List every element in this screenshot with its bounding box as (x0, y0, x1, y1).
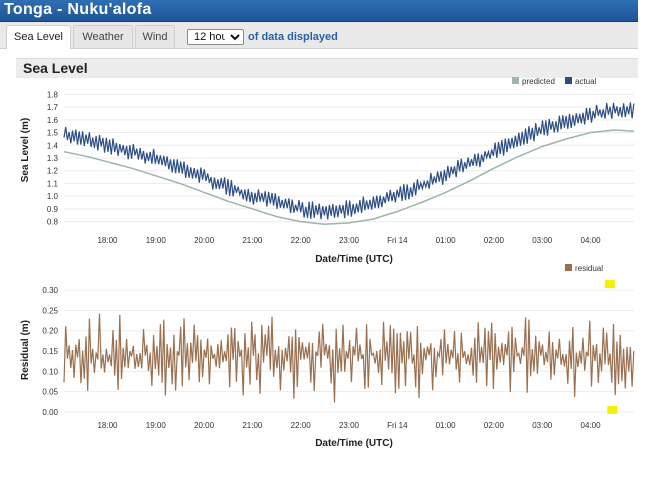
y-tick-label: 1.6 (47, 116, 59, 125)
y-tick-label: 0.9 (47, 205, 59, 214)
legend-actual-swatch (565, 77, 572, 84)
y-tick-label: 0.00 (42, 408, 58, 417)
predicted-series-line (63, 129, 635, 225)
y-tick-label: 1.2 (47, 167, 59, 176)
y-tick-label: 1.8 (47, 90, 59, 99)
x-tick-label: 23:00 (339, 236, 360, 245)
legend-actual-label: actual (575, 77, 597, 86)
residual-x-ticks: 18:00 19:00 20:00 21:00 22:00 23:00 Fri 14 01:0… (97, 421, 601, 430)
y-tick-label: 0.25 (42, 306, 58, 315)
sea-level-chart: 0.80.91.01.11.21.31.41.51.61.71.8 18:00 1… (20, 77, 635, 265)
tab-row: Sea Level Weather Wind (0, 22, 638, 49)
sea-level-y-axis-title: Sea Level (m) (20, 118, 31, 182)
hours-suffix-label: of data displayed (248, 31, 338, 43)
actual-series-line (63, 102, 635, 220)
y-tick-label: 0.20 (42, 327, 58, 336)
x-tick-label: 21:00 (242, 236, 263, 245)
residual-series-line (63, 313, 635, 403)
legend-residual-swatch (565, 264, 572, 271)
x-tick-label: 22:00 (291, 236, 312, 245)
y-tick-label: 0.10 (42, 367, 58, 376)
station-title: Tonga - Nuku'alofa (4, 1, 152, 18)
y-tick-label: 1.5 (47, 129, 59, 138)
y-tick-label: 1.1 (47, 179, 59, 188)
y-tick-label: 0.15 (42, 347, 58, 356)
legend-predicted-swatch (512, 77, 519, 84)
hours-select[interactable]: 12 hours (187, 29, 244, 45)
sea-level-x-ticks: 18:00 19:00 20:00 21:00 22:00 23:00 Fri 14 01:0… (97, 236, 601, 245)
y-tick-label: 1.7 (47, 103, 59, 112)
y-tick-label: 1.3 (47, 154, 59, 163)
residual-highlight-marker (604, 280, 615, 289)
residual-x-axis-title: Date/Time (UTC) (315, 438, 393, 449)
section-header: Sea Level (16, 58, 638, 78)
x-tick-label: 01:00 (436, 236, 457, 245)
y-tick-label: 0.30 (42, 286, 58, 295)
x-tick-label: 03:00 (532, 421, 553, 430)
residual-y-ticks: 0.00 0.05 0.10 0.15 0.20 0.25 0.30 (42, 286, 58, 417)
sea-level-x-axis-title: Date/Time (UTC) (315, 254, 393, 265)
x-tick-label: 01:00 (436, 421, 457, 430)
y-tick-label: 1.0 (47, 192, 59, 201)
y-tick-label: 0.05 (42, 388, 58, 397)
x-tick-label: 02:00 (484, 236, 505, 245)
x-tick-label: 18:00 (97, 421, 118, 430)
tab-weather[interactable]: Weather (73, 25, 133, 48)
y-tick-label: 0.8 (47, 218, 59, 227)
x-tick-label: 04:00 (581, 421, 602, 430)
legend-predicted-label: predicted (522, 77, 555, 86)
x-tick-label: 20:00 (194, 236, 215, 245)
x-tick-label: 03:00 (532, 236, 553, 245)
residual-highlight-marker (607, 405, 618, 414)
legend-residual-label: residual (575, 264, 603, 273)
tab-wind[interactable]: Wind (135, 25, 175, 48)
residual-highlights (604, 280, 618, 414)
x-tick-label: 02:00 (484, 421, 505, 430)
sea-level-grid (64, 93, 634, 223)
x-tick-label: 04:00 (581, 236, 602, 245)
x-tick-label: Fri 14 (387, 421, 408, 430)
residual-chart: 0.00 0.05 0.10 0.15 0.20 0.25 0.30 18:00 19:00 2… (20, 264, 635, 449)
x-tick-label: 23:00 (339, 421, 360, 430)
x-tick-label: 19:00 (146, 236, 167, 245)
y-tick-label: 1.4 (47, 141, 59, 150)
x-tick-label: 22:00 (291, 421, 312, 430)
section-title: Sea Level (23, 60, 88, 76)
x-tick-label: Fri 14 (387, 236, 408, 245)
x-tick-label: 21:00 (242, 421, 263, 430)
sea-level-y-ticks: 0.8 0.9 1.0 1.1 1.2 1.3 1.4 1.5 1.6 1.7 1.8 (47, 90, 59, 226)
x-tick-label: 19:00 (146, 421, 167, 430)
title-bar: Tonga - Nuku'alofa (0, 0, 638, 22)
x-tick-label: 18:00 (97, 236, 118, 245)
tab-sea-level[interactable]: Sea Level (6, 25, 71, 49)
residual-y-axis-title: Residual (m) (20, 320, 31, 380)
x-tick-label: 20:00 (194, 421, 215, 430)
